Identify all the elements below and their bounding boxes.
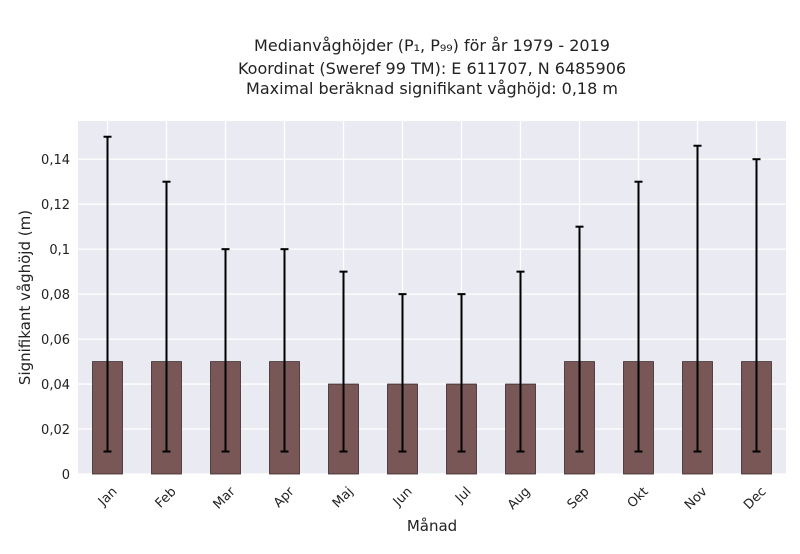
x-axis-label: Månad [407,517,457,535]
y-tick-label: 0,08 [41,288,70,303]
error-bar-aug [516,270,525,453]
y-axis-label: Signifikant våghöjd (m) [16,210,34,385]
x-tick-label: Mar [211,484,239,512]
x-tick-label: Sep [565,484,593,512]
error-bar-okt [634,180,643,453]
x-axis-ticks: Jan Feb Mar Apr Maj Jun Jul Aug Sep Okt Nov Dec [95,484,769,513]
x-tick-label: Feb [153,484,180,511]
error-bar-jul [457,293,466,453]
x-tick-label: Apr [271,484,298,511]
y-tick-label: 0,1 [49,243,70,258]
x-tick-label: Okt [625,484,652,511]
error-bar-mar [221,248,230,453]
y-tick-label: 0,06 [41,333,70,348]
x-tick-label: Jan [95,484,120,509]
y-tick-label: 0 [62,468,70,483]
x-tick-label: Maj [330,484,357,511]
y-tick-label: 0,14 [41,153,70,168]
error-bars [103,135,761,453]
error-bar-sep [575,225,584,453]
chart-title-line: Koordinat (Sweref 99 TM): E 611707, N 64… [238,59,626,78]
y-axis-ticks: 0 0,02 0,04 0,06 0,08 0,1 0,12 0,14 [41,153,70,483]
x-tick-label: Jul [452,484,474,506]
error-bar-apr [280,248,289,453]
y-tick-label: 0,04 [41,378,70,393]
x-tick-label: Nov [682,484,711,513]
chart-title: Medianvåghöjder (P₁, P₉₉) för år 1979 - … [238,36,626,98]
plot-area [78,121,786,474]
error-bar-jun [398,293,407,453]
error-bar-jan [103,135,112,453]
x-tick-label: Jun [390,484,416,510]
chart-title-line: Maximal beräknad signifikant våghöjd: 0,… [246,79,618,98]
y-tick-label: 0,02 [41,423,70,438]
error-bar-dec [752,158,761,453]
error-bar-feb [162,180,171,453]
x-tick-label: Dec [741,484,769,512]
error-bar-maj [339,270,348,453]
y-tick-label: 0,12 [41,198,70,213]
error-bar-nov [693,144,702,453]
chart-title-line: Medianvåghöjder (P₁, P₉₉) för år 1979 - … [254,36,610,55]
x-tick-label: Aug [505,484,534,513]
